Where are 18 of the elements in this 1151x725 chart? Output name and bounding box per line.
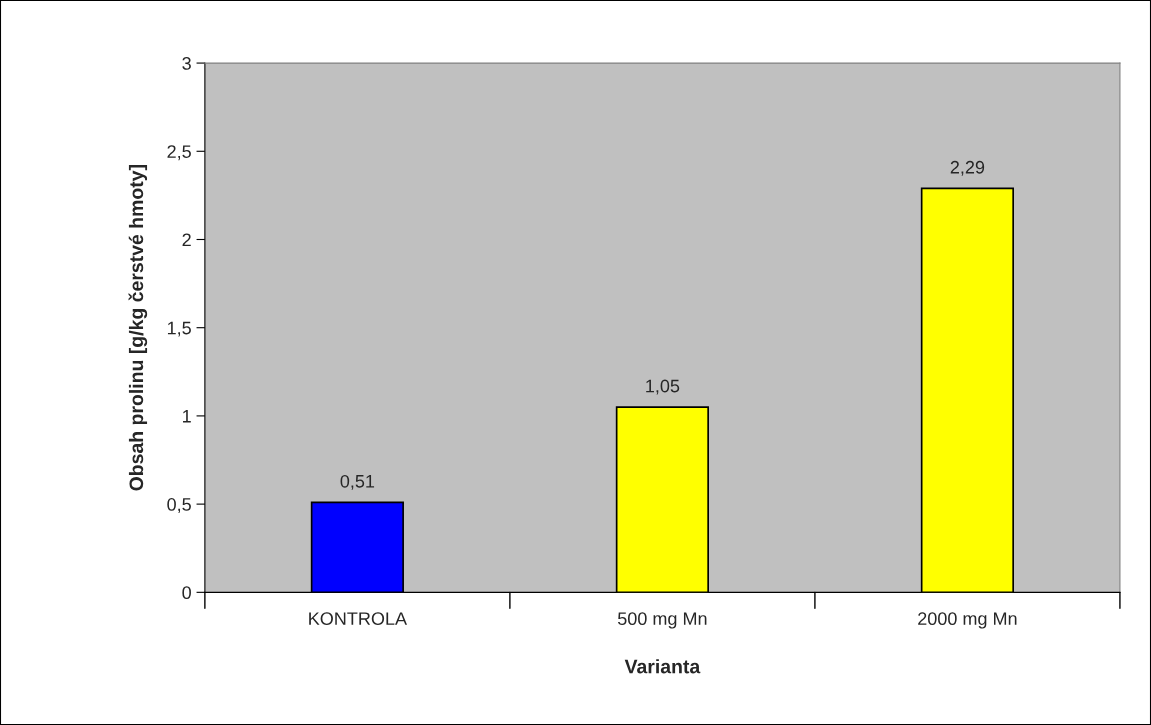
data-label: 0,51: [340, 474, 375, 490]
bar: [920, 187, 1015, 593]
y-tick-label: 1: [183, 410, 191, 423]
x-tick-label: 500 mg Mn: [617, 612, 707, 629]
y-tick-label: 0,5: [167, 498, 191, 513]
data-label: 2,29: [950, 160, 985, 176]
x-axis-title: Varianta: [624, 659, 701, 674]
y-tick-label: 2: [182, 233, 191, 247]
x-tick-label: KONTROLA: [309, 612, 408, 626]
x-tick-label: 2000 mg Mn: [918, 612, 1017, 629]
y-tick-label: 3: [182, 57, 191, 70]
data-label: 1,05: [646, 379, 680, 395]
y-axis-title: Obsah prolinu [g/kg čerstvé hmoty]: [128, 165, 148, 491]
bar: [615, 406, 709, 593]
y-tick-label: 2,5: [167, 145, 191, 161]
y-tick-label: 0: [182, 586, 191, 600]
y-tick-label: 1,5: [167, 321, 191, 337]
bar: [310, 501, 404, 593]
